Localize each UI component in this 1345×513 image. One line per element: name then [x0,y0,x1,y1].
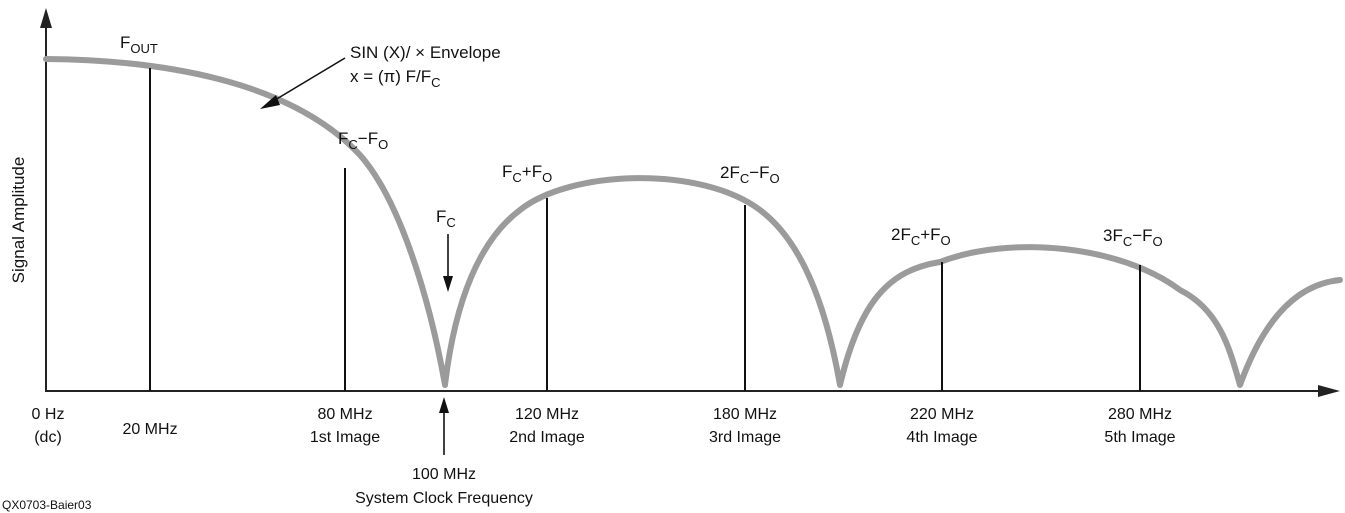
clock-tick-arrowhead [439,397,449,413]
envelope-pointer-arrowhead [260,95,280,109]
clock-tick: 100 MHz System Clock Frequency [355,397,533,507]
envelope-note-line1: SIN (X)/ × Envelope [350,43,501,62]
label-fc-minus-fo: FC−FO [338,129,388,152]
label-2fc-minus-fo: 2FC−FO [720,163,780,186]
envelope-note-subscript: C [431,75,440,90]
tick-100mhz-line2: System Clock Frequency [355,490,533,507]
label-3fc-minus-fo: 3FC−FO [1103,226,1163,249]
tick-0hz-line2: (dc) [34,429,62,446]
tick-120mhz-line1: 120 MHz [515,406,579,423]
tick-280mhz-line1: 280 MHz [1108,406,1172,423]
label-2fc-plus-fo: 2FC+FO [891,225,951,248]
tick-20mhz-line1: 20 MHz [122,421,177,438]
envelope-pointer-arrow [269,57,346,104]
x-tick-labels: 0 Hz (dc) 20 MHz 80 MHz 1st Image 120 MH… [32,406,1176,446]
label-fout: FOUT [120,33,158,56]
component-labels: FOUT FC−FO FC+FO 2FC−FO 2FC+FO 3FC−FO [120,33,1163,249]
y-axis-label: Signal Amplitude [9,157,28,284]
x-axis-arrowhead [1318,385,1340,397]
label-fc-plus-fo: FC+FO [502,162,552,185]
tick-220mhz-line2: 4th Image [906,429,977,446]
tick-220mhz-line1: 220 MHz [910,406,974,423]
tick-80mhz-line2: 1st Image [310,429,380,446]
tick-120mhz-line2: 2nd Image [509,429,585,446]
tick-280mhz-line2: 5th Image [1104,429,1175,446]
tick-80mhz-line1: 80 MHz [317,406,372,423]
label-fc: FC [436,207,456,230]
tick-0hz-line1: 0 Hz [32,406,65,423]
envelope-note-line2: x = (π) F/FC [350,67,441,90]
tick-180mhz-line2: 3rd Image [709,429,781,446]
y-axis-arrowhead [40,8,52,28]
envelope-annotation: SIN (X)/ × Envelope x = (π) F/FC [260,43,501,109]
tick-180mhz-line1: 180 MHz [713,406,777,423]
tick-100mhz-line1: 100 MHz [412,466,476,483]
envelope-note-formula: x = (π) F/F [350,67,431,86]
sinc-envelope-curve [43,56,1343,388]
axes [40,8,1340,397]
clock-marker: FC [436,207,456,292]
clock-marker-arrowhead [443,276,453,292]
figure-id: QX0703-Baier03 [2,498,92,512]
spectral-lines [149,68,1141,391]
